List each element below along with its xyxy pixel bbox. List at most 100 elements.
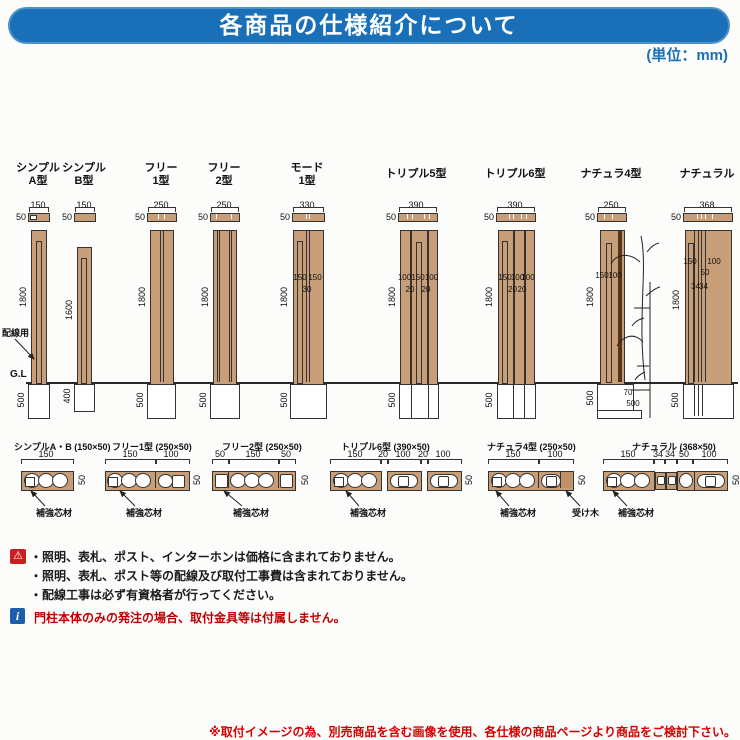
dim-bracket xyxy=(427,459,462,464)
dim-bracket xyxy=(399,207,437,212)
dim-bracket xyxy=(228,459,280,464)
hollow-core xyxy=(280,474,293,488)
product-label-triple-5: トリプル5型 xyxy=(385,168,447,180)
hollow-core xyxy=(546,476,557,487)
dim-bracket xyxy=(330,459,382,464)
post-triple-5-panel xyxy=(400,230,411,385)
top-width: 250 xyxy=(603,200,619,210)
core-arrow xyxy=(612,490,628,507)
dim-bracket xyxy=(420,459,429,464)
dim-bracket xyxy=(603,459,655,464)
hollow-core xyxy=(172,475,185,488)
bar-segment xyxy=(612,214,613,219)
note-bullet: ・照明、表札、ポスト等の配線及び取付工事費は含まれておりません。 xyxy=(30,569,413,583)
post-triple-6-panel xyxy=(525,230,535,385)
core-arrow xyxy=(119,490,136,507)
section-dim: 20 xyxy=(417,449,428,459)
foundation xyxy=(524,384,536,419)
post-triple-6-panel xyxy=(514,230,525,385)
top-section-bar xyxy=(292,213,325,222)
panel-joint xyxy=(160,231,161,382)
section-height: 50 xyxy=(300,475,310,486)
bar-segment xyxy=(424,214,425,219)
hollow-core xyxy=(679,473,693,488)
foundation xyxy=(290,384,327,419)
core-arrow xyxy=(345,490,360,507)
core-arrow xyxy=(30,490,46,507)
inner-dim: 20 xyxy=(421,285,431,294)
hollow-core xyxy=(158,474,173,488)
warning-icon: ⚠ xyxy=(10,549,26,564)
foundation-depth: 500 xyxy=(387,392,397,408)
bar-segment xyxy=(513,214,514,219)
core-callout: 補強芯材 xyxy=(350,508,387,518)
bar-segment xyxy=(526,214,527,219)
core-callout: 補強芯材 xyxy=(126,508,163,518)
inner-dim: 150 xyxy=(308,273,322,282)
foundation xyxy=(28,384,50,419)
bar-segment xyxy=(521,214,522,219)
foundation xyxy=(210,384,240,419)
hollow-core xyxy=(361,473,377,488)
post-height: 1800 xyxy=(387,286,397,308)
bar-segment xyxy=(309,214,310,219)
section-height: 50 xyxy=(731,475,740,486)
foundation-joint xyxy=(694,385,695,416)
post-height: 1800 xyxy=(585,286,595,308)
inner-dim: 34 xyxy=(699,282,708,291)
bar-segment xyxy=(164,214,165,219)
product-label-natural: ナチュラル xyxy=(679,168,735,180)
section-title: フリー1型 (250×50) xyxy=(112,442,192,452)
dim-bracket xyxy=(387,459,422,464)
foundation-extension xyxy=(597,410,642,419)
bar-segment xyxy=(705,214,706,219)
section-title: ナチュラ4型 (250×50) xyxy=(487,442,576,452)
hollow-core xyxy=(258,473,274,488)
side-dim: 50 xyxy=(670,212,681,222)
inner-dim: 30 xyxy=(302,285,312,294)
foundation-depth: 500 xyxy=(279,392,289,408)
foundation xyxy=(497,384,514,419)
inner-dim: 150 xyxy=(293,273,307,282)
dim-bracket xyxy=(653,459,666,464)
section-dim: 100 xyxy=(701,449,717,459)
bar-segment xyxy=(306,214,307,219)
section-joint xyxy=(538,472,539,488)
bar-segment xyxy=(412,214,413,219)
bar-segment xyxy=(701,214,702,219)
panel-joint xyxy=(694,231,695,382)
wiring-label: 配線用 xyxy=(2,328,30,338)
post-free-1 xyxy=(150,230,174,385)
hollow-core xyxy=(398,476,409,487)
side-dim: 50 xyxy=(385,212,396,222)
section-title: トリプル6型 (390×50) xyxy=(341,442,430,452)
foundation xyxy=(683,384,734,419)
section-title: ナチュラル (368×50) xyxy=(632,442,716,452)
hollow-core xyxy=(668,476,676,485)
product-label-free-2: フリー 2型 xyxy=(207,162,241,188)
dim-bracket xyxy=(692,459,728,464)
section-dim: 50 xyxy=(214,449,225,459)
vine-stem xyxy=(640,235,646,381)
hollow-core xyxy=(52,473,68,488)
section-dim: 100 xyxy=(547,449,563,459)
section-dim: 50 xyxy=(280,449,291,459)
post-height: 1800 xyxy=(671,289,681,311)
inner-dim: 100 xyxy=(707,257,721,266)
post-groove xyxy=(688,243,694,384)
product-label-mode-1: モード 1型 xyxy=(290,162,324,188)
section-dim: 150 xyxy=(122,449,138,459)
dim-bracket xyxy=(293,207,324,212)
bar-segment xyxy=(712,214,713,219)
core-callout: 補強芯材 xyxy=(618,508,655,518)
note-bullet: ・配線工事は必ず有資格者が行ってください。 xyxy=(30,588,282,602)
side-dim: 50 xyxy=(197,212,208,222)
section-dim: 34 xyxy=(664,449,675,459)
inner-dim: 50 xyxy=(700,268,710,277)
info-note: 門柱本体のみの発注の場合、取付金具等は付属しません。 xyxy=(34,611,346,625)
dim-bracket xyxy=(676,459,694,464)
reinforce-core xyxy=(25,477,35,487)
post-height: 1800 xyxy=(18,286,28,308)
section-dim: 150 xyxy=(347,449,363,459)
post-height: 1800 xyxy=(484,286,494,308)
